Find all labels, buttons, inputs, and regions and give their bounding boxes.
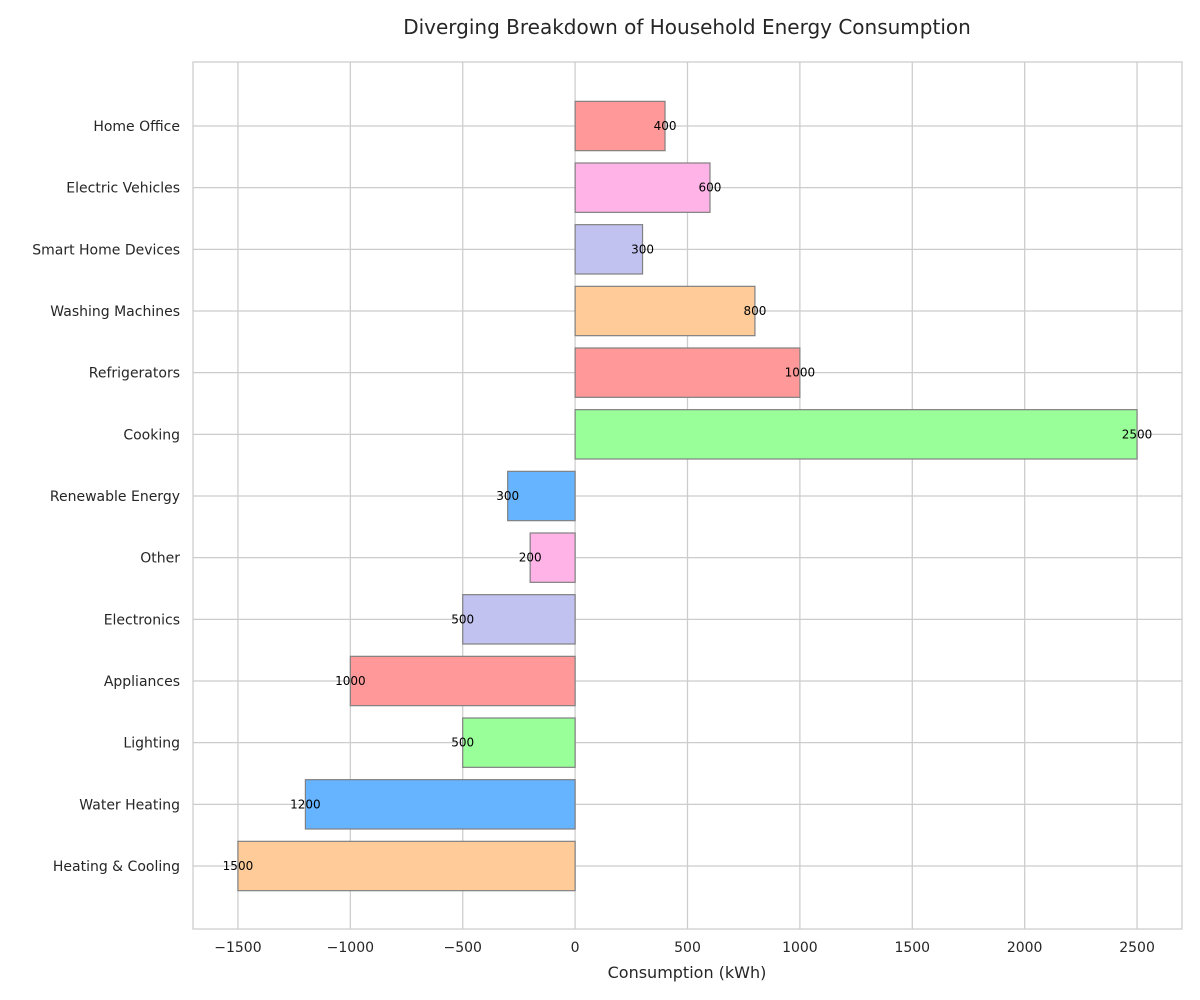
y-tick-label: Appliances [104,674,180,690]
bar [507,470,576,522]
x-axis-title: Consumption (kWh) [608,963,767,982]
bar-value-label: 1000 [785,366,816,380]
bar-value-label: 300 [496,489,519,503]
y-tick-label: Other [140,551,180,567]
x-tick-labels: −1500 −1000 −500 0 500 1000 1500 2000 2500 [214,940,1155,956]
y-tick-label: Water Heating [79,797,180,813]
x-tick-label: 1000 [782,940,818,956]
x-tick-label: −1500 [214,940,261,956]
y-tick-label: Cooking [123,427,180,443]
bar [529,532,576,583]
bar [462,717,576,768]
bar [574,347,801,398]
y-tick-label: Electronics [104,612,180,628]
bar [574,100,666,152]
x-tick-label: −1000 [327,940,374,956]
y-tick-label: Electric Vehicles [66,181,180,197]
y-tick-label: Home Office [93,119,180,135]
y-tick-label: Smart Home Devices [32,242,180,258]
grid-lines [193,62,1182,929]
x-tick-label: −500 [444,940,482,956]
bar-value-label: 1000 [335,674,366,688]
y-tick-labels: Heating & Cooling Water Heating Lighting Ap… [32,119,180,875]
x-tick-label: 2000 [1007,940,1043,956]
bar-value-label: 400 [654,119,677,133]
bar-value-label: 500 [451,736,474,750]
bars [237,100,1138,892]
bar-value-label: 800 [743,304,766,318]
bar [574,224,644,275]
x-tick-label: 1500 [894,940,930,956]
y-tick-label: Washing Machines [50,304,180,320]
bar [304,779,576,830]
data-labels: 1500 1200 500 1000 500 200 300 2500 1000 800 300 60… [223,119,1153,873]
bar [237,840,576,892]
bar-value-label: 500 [451,612,474,626]
x-tick-label: 2500 [1119,940,1155,956]
y-tick-label: Lighting [123,736,180,752]
y-tick-label: Renewable Energy [50,489,180,505]
bar [574,409,1138,460]
plot-frame [192,61,1183,930]
bar-value-label: 300 [631,242,654,256]
bar-value-label: 2500 [1122,427,1153,441]
bar-value-label: 200 [519,551,542,565]
bar [574,285,756,337]
x-tick-label: 0 [571,940,580,956]
bar [574,162,711,213]
bar [462,594,576,645]
y-tick-label: Heating & Cooling [53,859,180,875]
chart-title: Diverging Breakdown of Household Energy … [403,15,971,39]
y-tick-label: Refrigerators [89,366,180,382]
bar-value-label: 1200 [290,797,321,811]
bar [349,655,576,707]
bar-value-label: 1500 [223,859,254,873]
bar-value-label: 600 [699,181,722,195]
x-tick-label: 500 [674,940,701,956]
